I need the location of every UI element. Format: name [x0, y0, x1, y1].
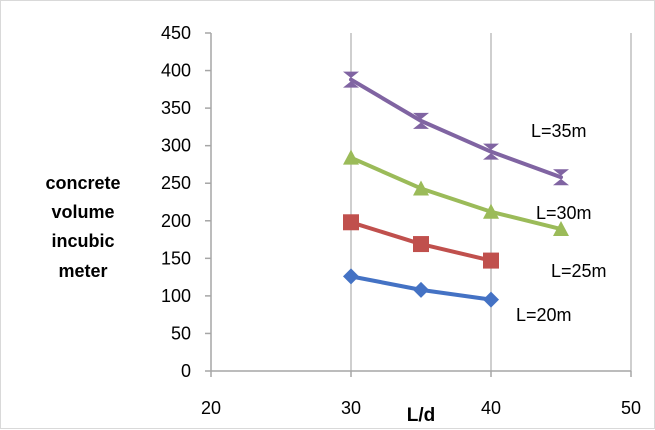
x-axis-label: L/d [407, 405, 436, 426]
series-label: L=20m [516, 305, 572, 325]
y-tick-label: 200 [161, 211, 191, 231]
series-label: L=25m [551, 261, 607, 281]
y-axis-label: incubic [51, 231, 114, 251]
data-point-hourglass [483, 143, 499, 160]
data-point-triangle [553, 221, 569, 237]
data-point-square [483, 252, 499, 269]
y-axis-label: meter [58, 261, 107, 281]
data-point-triangle [483, 203, 499, 219]
data-point-square [343, 214, 359, 231]
data-point-square [413, 236, 429, 253]
series-line [349, 155, 563, 232]
data-point-hourglass [553, 169, 569, 186]
data-point-diamond [343, 268, 359, 285]
data-point-hourglass [413, 112, 429, 129]
x-tick-label: 20 [201, 398, 221, 418]
data-point-hourglass [343, 71, 359, 88]
y-axis-label: concrete [45, 173, 120, 193]
y-tick-label: 0 [181, 361, 191, 381]
y-tick-label: 50 [171, 323, 191, 343]
series-label: L=30m [536, 203, 592, 223]
data-point-diamond [483, 291, 499, 308]
data-point-diamond [413, 281, 429, 298]
y-tick-label: 250 [161, 173, 191, 193]
y-tick-label: 150 [161, 248, 191, 268]
data-point-triangle [413, 180, 429, 196]
series-line [349, 77, 563, 180]
y-tick-label: 300 [161, 136, 191, 156]
x-tick-label: 50 [621, 398, 641, 418]
series-label: L=35m [531, 121, 587, 141]
y-tick-label: 100 [161, 286, 191, 306]
data-point-triangle [343, 149, 359, 165]
y-axis-label: volume [51, 202, 114, 222]
y-tick-label: 400 [161, 61, 191, 81]
x-tick-label: 30 [341, 398, 361, 418]
x-tick-label: 40 [481, 398, 501, 418]
y-tick-label: 350 [161, 98, 191, 118]
y-tick-label: 450 [161, 23, 191, 43]
